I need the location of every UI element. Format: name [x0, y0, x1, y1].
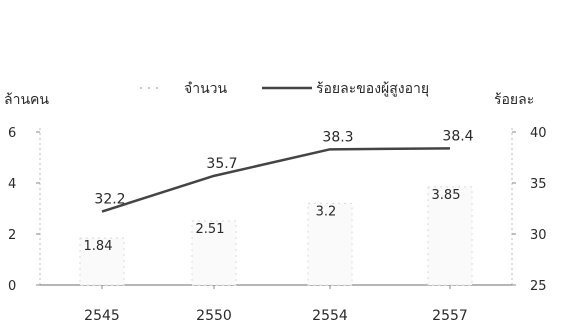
left-tick-label: 2 — [8, 228, 16, 243]
bar-value-label: 3.85 — [432, 188, 461, 203]
legend-label-percent: ร้อยละของผู้สูงอายุ — [316, 81, 429, 97]
bar-value-label: 1.84 — [84, 239, 113, 254]
bar — [79, 237, 125, 286]
right-axis-ticks: 25 30 35 40 — [512, 126, 547, 294]
right-tick-label: 25 — [530, 279, 547, 294]
x-tick-label: 2550 — [196, 308, 232, 324]
right-axis-title: ร้อยละ — [494, 92, 534, 108]
legend: จำนวน ร้อยละของผู้สูงอายุ — [140, 81, 429, 97]
bar — [307, 202, 353, 286]
line-value-label: 38.4 — [442, 128, 473, 144]
x-tick-label: 2545 — [84, 308, 120, 324]
legend-label-count: จำนวน — [184, 81, 227, 97]
x-axis-ticks: 2545 2550 2554 2557 — [84, 285, 468, 324]
line-value-label: 38.3 — [322, 129, 353, 145]
right-tick-label: 35 — [530, 177, 547, 192]
bars-series: 1.84 2.51 3.2 3.85 — [79, 186, 473, 286]
x-tick-label: 2554 — [312, 308, 348, 324]
percent-line — [101, 147, 451, 213]
bar-value-label: 3.2 — [316, 204, 337, 219]
left-tick-label: 4 — [8, 177, 16, 192]
line-value-label: 35.7 — [206, 156, 237, 172]
bar — [427, 186, 473, 286]
left-tick-label: 0 — [8, 279, 16, 294]
right-tick-label: 40 — [530, 126, 547, 141]
bar — [191, 220, 237, 286]
left-axis-title: ล้านคน — [4, 92, 49, 108]
line-series: 32.2 35.7 38.3 38.4 — [94, 128, 474, 213]
x-tick-label: 2557 — [432, 308, 468, 324]
right-tick-label: 30 — [530, 228, 547, 243]
line-value-label: 32.2 — [94, 192, 125, 208]
left-axis-ticks: 0 2 4 6 — [8, 126, 40, 294]
bar-value-label: 2.51 — [196, 222, 225, 237]
left-tick-label: 6 — [8, 126, 16, 141]
